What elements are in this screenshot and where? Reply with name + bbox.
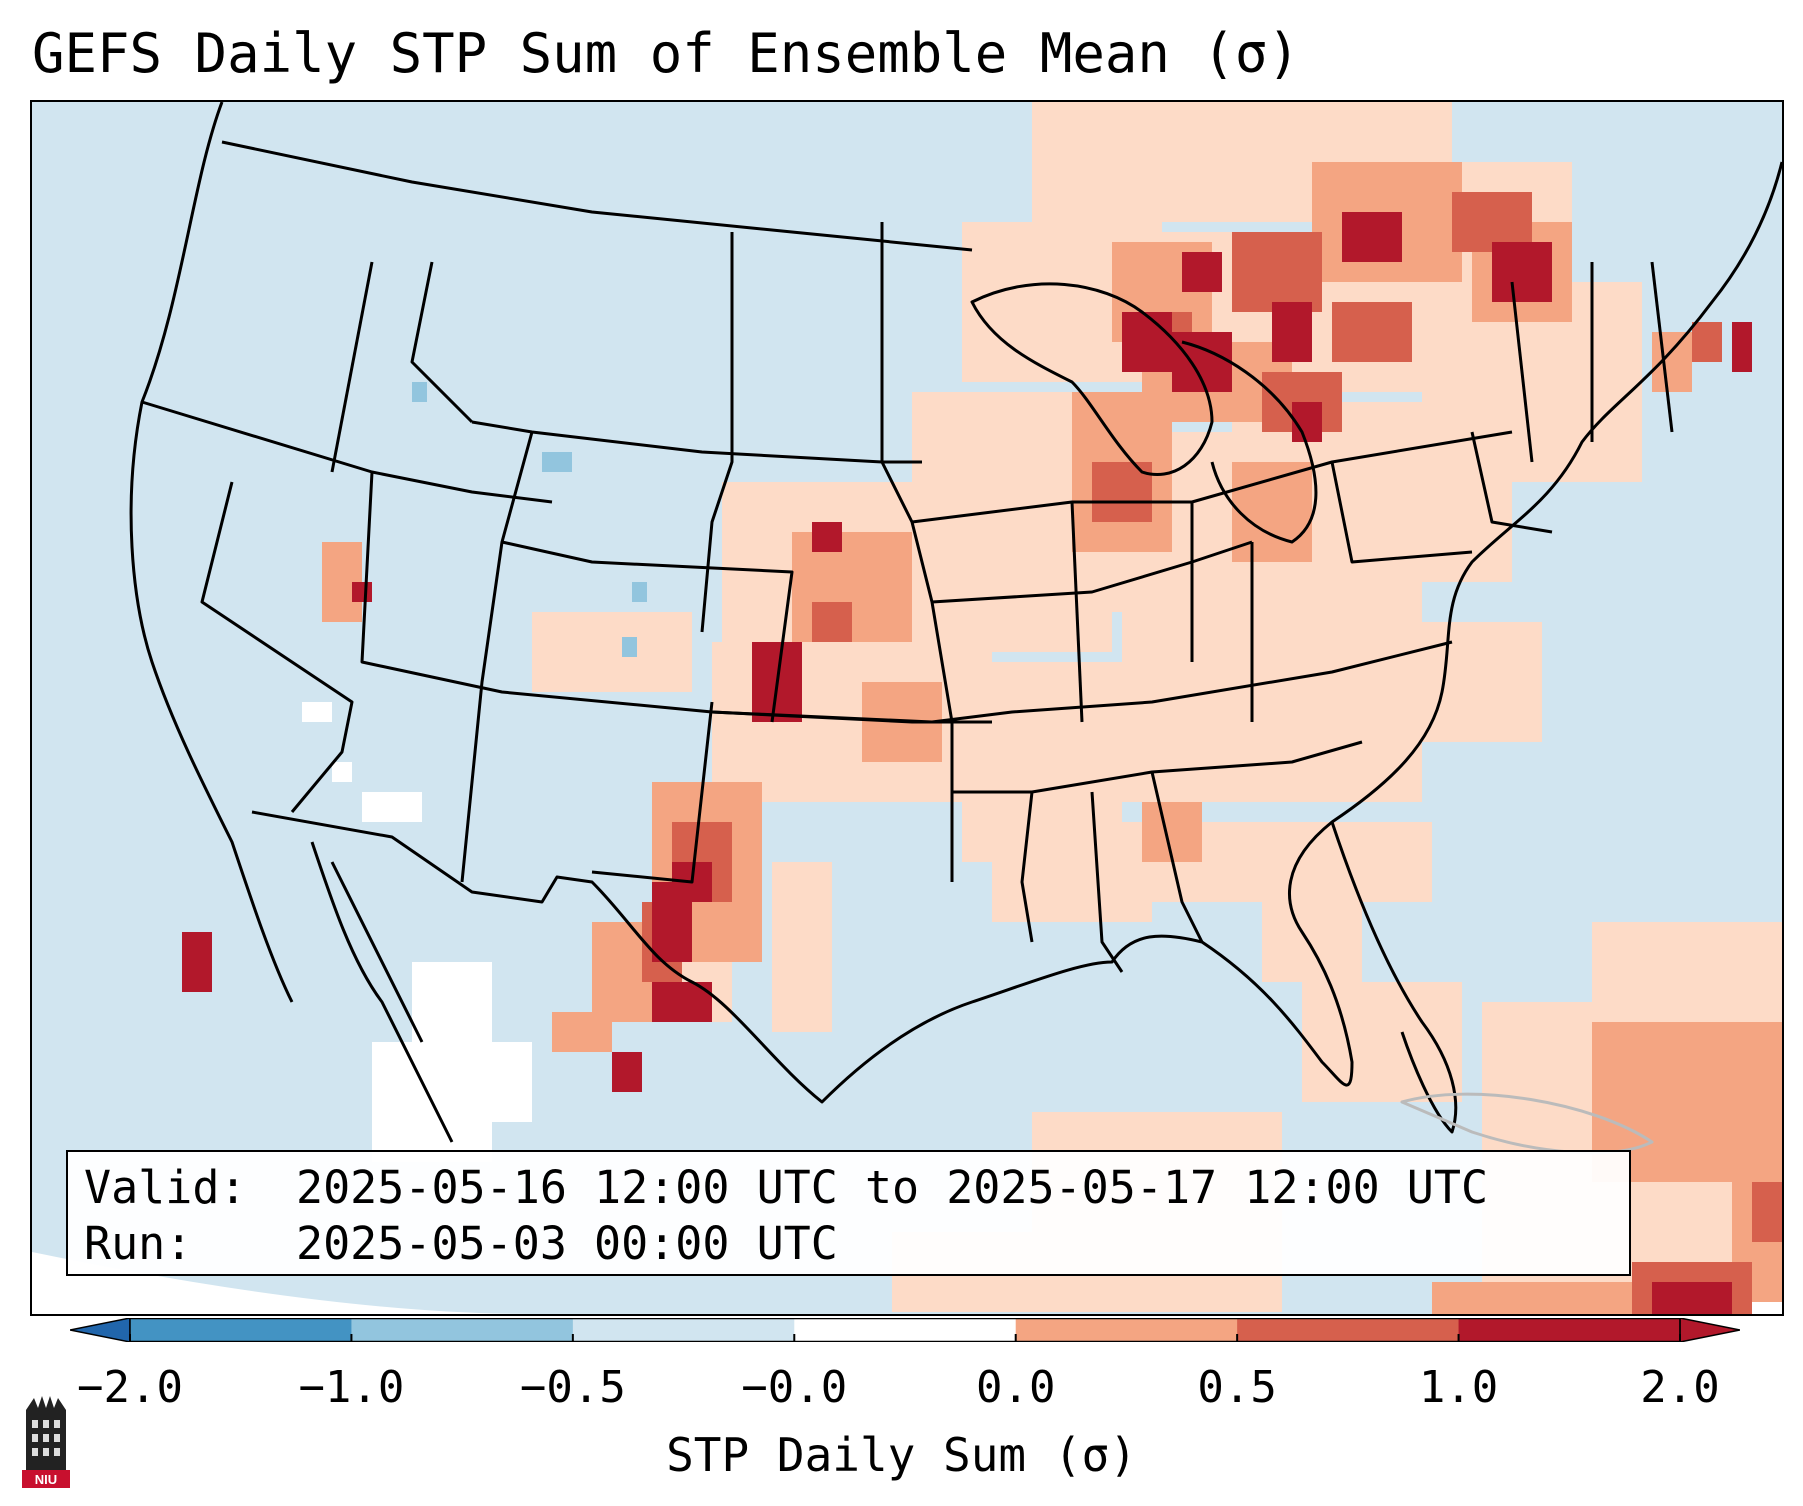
map-panel [30, 100, 1784, 1316]
colorbar-bin [351, 1318, 574, 1342]
colorbar-tick-label: 0.0 [975, 1362, 1056, 1413]
valid-value: 2025-05-16 12:00 UTC to 2025-05-17 12:00… [296, 1161, 1489, 1214]
colorbar-bin [572, 1318, 795, 1342]
colorbar [70, 1318, 1740, 1342]
map-title: GEFS Daily STP Sum of Ensemble Mean (σ) [32, 22, 1300, 85]
colorbar-label: STP Daily Sum (σ) [666, 1428, 1137, 1482]
valid-time-box: Valid: 2025-05-16 12:00 UTC to 2025-05-17… [66, 1150, 1631, 1276]
run-value: 2025-05-03 00:00 UTC [296, 1217, 838, 1270]
colorbar-bin [130, 1318, 352, 1342]
state-borders [129, 102, 1782, 1155]
run-label: Run: [84, 1217, 193, 1270]
anomaly-cells [182, 102, 1782, 1314]
colorbar-tick-label: −0.0 [741, 1362, 848, 1413]
colorbar-tick-label: 1.0 [1418, 1362, 1499, 1413]
svg-text:NIU: NIU [35, 1472, 57, 1487]
colorbar-tick-label: 2.0 [1640, 1362, 1720, 1413]
colorbar-bin [1015, 1318, 1238, 1342]
colorbar-bin [1458, 1318, 1681, 1342]
colorbar-tick-label: −0.5 [519, 1362, 626, 1413]
run-row: Run: 2025-05-03 00:00 UTC [84, 1216, 1629, 1272]
colorbar-tick-label: 0.5 [1197, 1362, 1277, 1413]
stp-anomaly-map [32, 102, 1782, 1314]
university-building-icon: NIU [22, 1396, 70, 1488]
valid-row: Valid: 2025-05-16 12:00 UTC to 2025-05-17… [84, 1160, 1629, 1216]
colorbar-extend-high [1679, 1318, 1740, 1342]
colorbar-tick-label: −1.0 [298, 1362, 405, 1413]
colorbar-tick-label: −2.0 [77, 1362, 183, 1413]
valid-label: Valid: [84, 1161, 247, 1214]
colorbar-bin [794, 1318, 1017, 1342]
colorbar-extend-low [70, 1318, 131, 1342]
colorbar-bin [1237, 1318, 1460, 1342]
niu-logo: NIU [18, 1390, 74, 1494]
